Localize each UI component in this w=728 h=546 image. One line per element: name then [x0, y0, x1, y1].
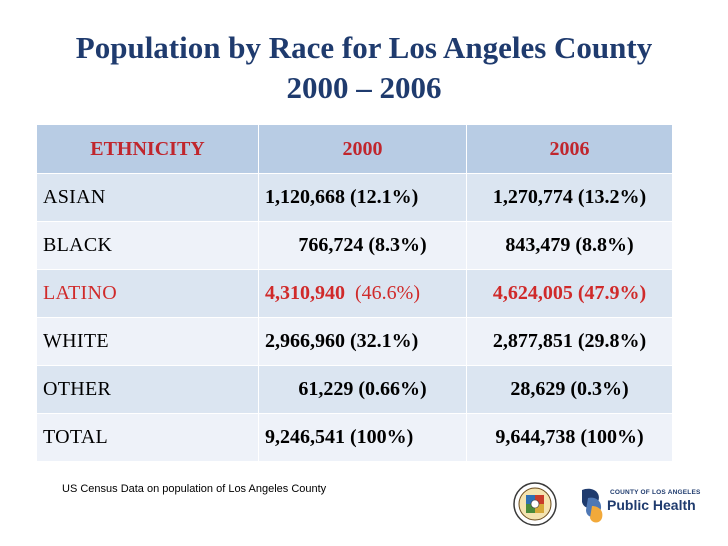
- cell-2000: 9,246,541 (100%): [258, 413, 467, 462]
- population-table: ETHNICITY 2000 2006 ASIAN 1,120,668 (12.…: [36, 124, 673, 462]
- cell-2000: 1,120,668 (12.1%): [258, 173, 467, 222]
- cell-2006: 28,629 (0.3%): [466, 365, 673, 414]
- table-row-white: WHITE 2,966,960 (32.1%) 2,877,851 (29.8%…: [36, 317, 673, 366]
- table-row-latino: LATINO 4,310,940 (46.6%) 4,624,005 (47.9…: [36, 269, 673, 318]
- source-note: US Census Data on population of Los Ange…: [62, 483, 327, 495]
- public-health-logo-icon: [582, 488, 603, 523]
- header-2006: 2006: [466, 124, 673, 174]
- table-header-row: ETHNICITY 2000 2006: [36, 124, 673, 174]
- cell-2000: 4,310,940 (46.6%): [258, 269, 467, 318]
- cell-2006: 1,270,774 (13.2%): [466, 173, 673, 222]
- public-health-county-label: COUNTY OF LOS ANGELES: [610, 489, 701, 496]
- cell-ethnicity: WHITE: [36, 317, 259, 366]
- header-2000: 2000: [258, 124, 467, 174]
- page-title: Population by Race for Los Angeles Count…: [20, 28, 708, 108]
- cell-2000: 766,724 (8.3%): [258, 221, 467, 270]
- cell-ethnicity: ASIAN: [36, 173, 259, 222]
- cell-ethnicity: BLACK: [36, 221, 259, 270]
- cell-ethnicity: LATINO: [36, 269, 259, 318]
- cell-2006: 2,877,851 (29.8%): [466, 317, 673, 366]
- title-line-1: Population by Race for Los Angeles Count…: [75, 30, 653, 65]
- cell-2000-number: 4,310,940: [265, 282, 345, 304]
- county-seal-icon: [513, 482, 557, 526]
- cell-2000-percent: (46.6%): [355, 282, 420, 304]
- table-row-black: BLACK 766,724 (8.3%) 843,479 (8.8%): [36, 221, 673, 270]
- header-ethnicity: ETHNICITY: [36, 124, 259, 174]
- cell-2000: 61,229 (0.66%): [258, 365, 467, 414]
- public-health-label: Public Health: [607, 497, 696, 513]
- table-row-asian: ASIAN 1,120,668 (12.1%) 1,270,774 (13.2%…: [36, 173, 673, 222]
- table-row-other: OTHER 61,229 (0.66%) 28,629 (0.3%): [36, 365, 673, 414]
- cell-2006: 9,644,738 (100%): [466, 413, 673, 462]
- cell-ethnicity: OTHER: [36, 365, 259, 414]
- title-line-2: 2000 – 2006: [286, 70, 442, 105]
- cell-2006: 4,624,005 (47.9%): [466, 269, 673, 318]
- cell-2000: 2,966,960 (32.1%): [258, 317, 467, 366]
- cell-ethnicity: TOTAL: [36, 413, 259, 462]
- cell-2006: 843,479 (8.8%): [466, 221, 673, 270]
- table-row-total: TOTAL 9,246,541 (100%) 9,644,738 (100%): [36, 413, 673, 462]
